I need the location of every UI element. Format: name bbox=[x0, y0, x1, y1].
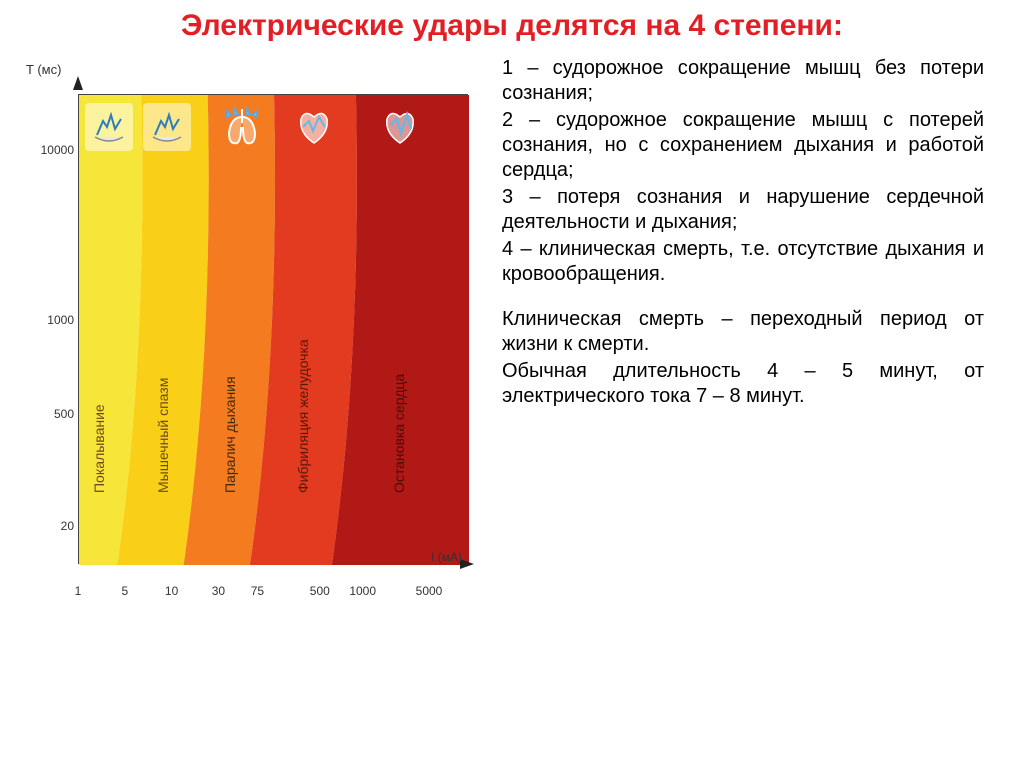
x-tick: 1000 bbox=[349, 584, 376, 598]
heart-fibrillation-icon bbox=[291, 103, 337, 149]
x-tick: 10 bbox=[165, 584, 178, 598]
degree-3: 3 – потеря сознания и нарушение сердечно… bbox=[502, 185, 984, 235]
x-axis-label: I (мА) bbox=[431, 550, 462, 564]
top-icons-lungs bbox=[217, 103, 267, 153]
clinical-death-def: Клиническая смерть – переходный период о… bbox=[502, 307, 984, 357]
hand-tingle-icon bbox=[85, 103, 133, 151]
x-tick: 500 bbox=[310, 584, 330, 598]
lungs-icon bbox=[217, 103, 267, 153]
x-tick: 5 bbox=[121, 584, 128, 598]
top-icons-heart1 bbox=[291, 103, 337, 149]
text-column: 1 – судорожное сокращение мышц без потер… bbox=[490, 56, 1004, 616]
top-icons-left bbox=[85, 103, 191, 151]
zone-label-0: Покалывание bbox=[91, 404, 107, 493]
page-title: Электрические удары делятся на 4 степени… bbox=[0, 0, 1024, 56]
x-tick: 1 bbox=[75, 584, 82, 598]
degree-4: 4 – клиническая смерть, т.е. отсутствие … bbox=[502, 237, 984, 287]
zone-label-1: Мышечный спазм bbox=[155, 378, 171, 493]
y-axis-arrow-icon bbox=[73, 76, 83, 90]
zone-label-4: Остановка сердца bbox=[391, 374, 407, 493]
x-axis-arrow-icon bbox=[460, 559, 474, 569]
hand-tingle-icon bbox=[143, 103, 191, 151]
content-row: T (мс) bbox=[0, 56, 1024, 616]
plot-region: Покалывание Мышечный спазм Паралич дыхания… bbox=[78, 94, 468, 564]
y-axis-label: T (мс) bbox=[26, 62, 61, 77]
y-tick: 20 bbox=[38, 519, 74, 533]
x-tick: 75 bbox=[251, 584, 264, 598]
zone-label-2: Паралич дыхания bbox=[222, 376, 238, 493]
heart-arrest-icon bbox=[377, 103, 423, 149]
degree-1: 1 – судорожное сокращение мышц без потер… bbox=[502, 56, 984, 106]
degree-2: 2 – судорожное сокращение мышц с потерей… bbox=[502, 108, 984, 183]
clinical-death-duration: Обычная длительность 4 – 5 минут, от эле… bbox=[502, 359, 984, 409]
chart-area: T (мс) bbox=[20, 56, 490, 616]
y-tick: 500 bbox=[38, 407, 74, 421]
x-tick: 5000 bbox=[416, 584, 443, 598]
zone-label-3: Фибриляция желудочка bbox=[295, 339, 311, 493]
y-tick: 1000 bbox=[38, 313, 74, 327]
zone-svg bbox=[79, 95, 469, 565]
x-tick: 30 bbox=[212, 584, 225, 598]
top-icons-heart2 bbox=[377, 103, 423, 149]
y-tick: 10000 bbox=[38, 143, 74, 157]
